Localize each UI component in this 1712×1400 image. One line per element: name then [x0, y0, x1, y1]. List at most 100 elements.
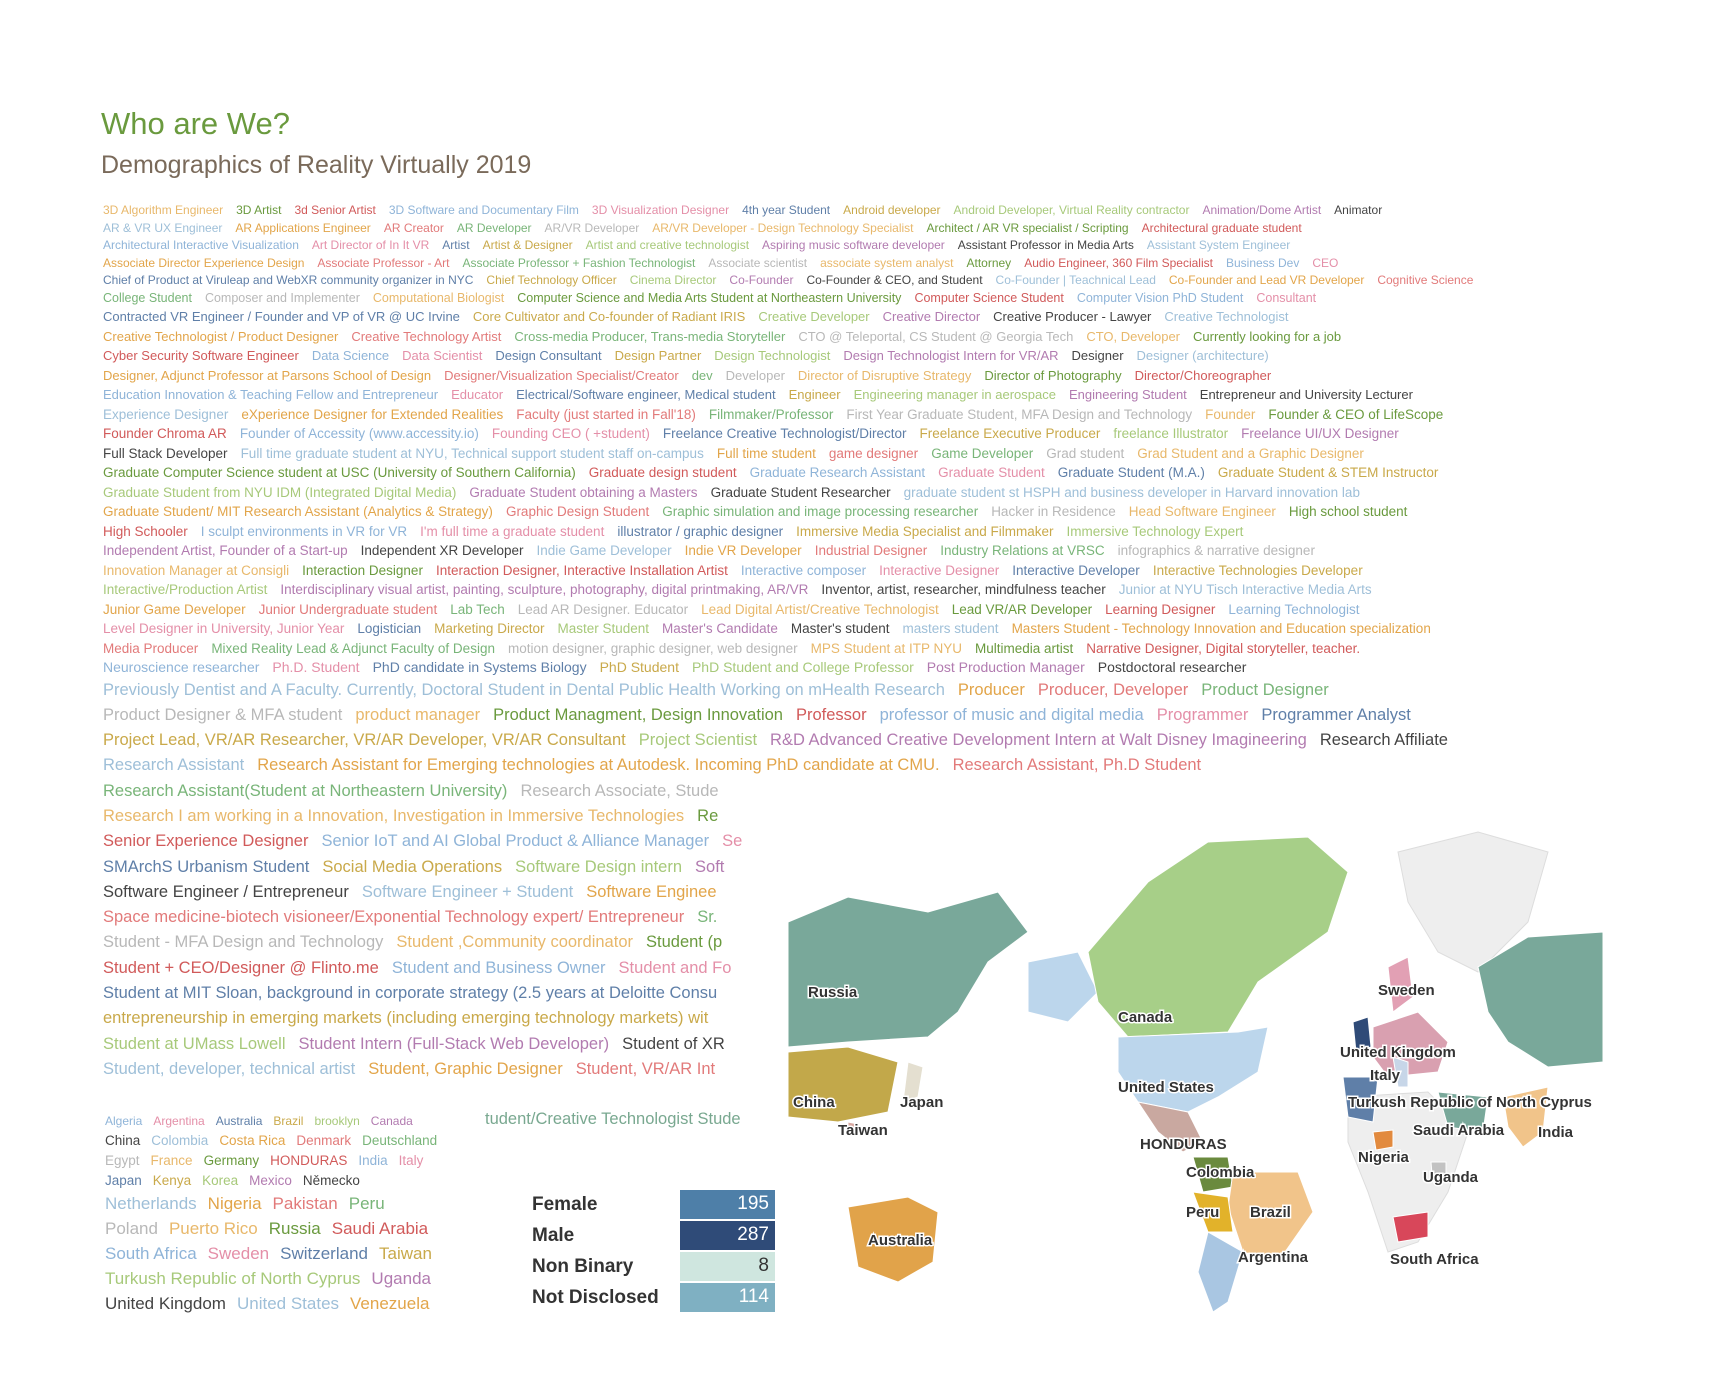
role-label: AR/VR Developer - Design Technology Spec…: [652, 220, 914, 235]
map-country-label: Russia: [808, 984, 858, 1001]
taiwan-shape: [845, 1121, 859, 1138]
gender-category-label: Not Disclosed: [532, 1287, 659, 1308]
peru-shape: [1192, 1191, 1234, 1233]
country-label: Turkush Republic of North Cyprus: [105, 1269, 361, 1288]
role-label: Creative Producer - Lawyer: [993, 309, 1152, 324]
role-label: Assistant System Engineer: [1146, 238, 1291, 252]
role-label: Developer: [725, 367, 785, 383]
country-label: Argentina: [153, 1114, 205, 1128]
role-label: Sr.: [697, 908, 718, 927]
uganda-shape: [1430, 1161, 1447, 1175]
country-label: Australia: [215, 1114, 263, 1128]
role-label: Media Producer: [103, 640, 199, 656]
role-label: Producer: [957, 680, 1025, 699]
gender-category-label: Non Binary: [532, 1256, 634, 1277]
page-title: Who are We?: [101, 106, 290, 141]
role-label: illustrator / graphic designer: [617, 523, 784, 539]
roles-line: College Student Composer and Implementer C…: [103, 290, 1633, 308]
role-label: Indie Game Developer: [536, 543, 672, 558]
role-label: Student Intern (Full-Stack Web Developer…: [298, 1034, 610, 1053]
roles-line: Independent Artist, Founder of a Start-u…: [103, 541, 1633, 561]
role-label: Associate Professor - Art: [317, 255, 450, 270]
role-label: Interaction Designer, Interactive Instal…: [435, 562, 728, 578]
map-country-label: Taiwan: [838, 1122, 888, 1139]
country-label: Russia: [268, 1219, 321, 1238]
role-label: High school student: [1288, 504, 1408, 519]
role-label: motion designer, graphic designer, web d…: [507, 640, 798, 656]
roles-line: 3D Algorithm Engineer 3D Artist 3d Senior …: [103, 202, 1633, 220]
role-label: Independent XR Developer: [360, 543, 524, 558]
role-label: Animator: [1334, 203, 1383, 217]
role-label: Full Stack Developer: [103, 445, 228, 461]
role-label: Freelance Creative Technologist/Director: [662, 426, 907, 441]
role-label: Lab Tech: [450, 601, 505, 617]
roles-word-cloud: 3D Algorithm Engineer 3D Artist 3d Senior …: [103, 202, 1633, 1082]
gender-value: 195: [737, 1193, 769, 1214]
role-label: Neuroscience researcher: [103, 659, 260, 675]
role-label: Cinema Director: [629, 273, 717, 287]
role-label: Cyber Security Software Engineer: [103, 348, 299, 363]
country-label: Brazil: [273, 1114, 304, 1128]
world-map-svg[interactable]: Russia Canada United States HONDURAS Colombi…: [788, 812, 1603, 1322]
role-label: Project Scientist: [638, 731, 758, 750]
map-country-label: South Africa: [1390, 1251, 1479, 1268]
role-label: Grad student: [1046, 445, 1125, 461]
map-country-label: Brazil: [1250, 1204, 1291, 1221]
country-label: South Africa: [105, 1244, 197, 1263]
role-label: MPS Student at ITP NYU: [810, 640, 962, 656]
roles-line: Chief of Product at Viruleap and WebXR c…: [103, 272, 1633, 290]
nigeria-shape: [1372, 1129, 1394, 1151]
role-label: Level Designer in University, Junior Yea…: [103, 621, 345, 636]
role-label: professor of music and digital media: [879, 705, 1144, 724]
role-label: Industry Relations at VRSC: [940, 543, 1105, 558]
role-label: Research Affiliate: [1319, 731, 1448, 750]
role-label: 3D Software and Documentary Film: [388, 203, 579, 217]
role-label: Junior at NYU Tisch Interactive Media Ar…: [1118, 582, 1372, 597]
countries-line: South Africa Sweden Switzerland Taiwan: [105, 1241, 485, 1266]
roles-line: Senior Experience Designer Senior IoT and…: [103, 829, 1633, 854]
role-label: associate system analyst: [820, 255, 954, 270]
world-map[interactable]: Russia Canada United States HONDURAS Colombi…: [788, 812, 1603, 1322]
role-label: Social Media Operations: [322, 857, 503, 876]
role-label: Immersive Media Specialist and Filmmaker: [796, 523, 1054, 539]
role-label: Business Dev: [1225, 255, 1300, 270]
role-label: Artist: [442, 238, 470, 252]
role-label: Software Engineer / Entrepreneur: [103, 882, 349, 901]
role-label: I'm full time a graduate student: [420, 523, 605, 539]
gender-value-cell: 8: [680, 1252, 775, 1281]
map-country-label: Italy: [1370, 1067, 1401, 1084]
role-label: Director/Choreographer: [1134, 367, 1272, 383]
role-label: Postdoctoral researcher: [1097, 659, 1247, 675]
role-label: Indie VR Developer: [684, 543, 802, 558]
gender-row: Female 195: [523, 1190, 775, 1221]
country-label: HONDURAS: [270, 1153, 348, 1168]
role-label: Programmer: [1156, 705, 1249, 724]
country-label: India: [358, 1153, 388, 1168]
roles-line: Media Producer Mixed Reality Lead & Adjun…: [103, 639, 1633, 659]
role-label: Experience Designer: [103, 406, 229, 422]
role-label: Student, Graphic Designer: [368, 1059, 563, 1078]
countries-word-cloud: Algeria Argentina Australia Brazil brooklyn C…: [105, 1112, 485, 1316]
roles-line: Space medicine-biotech visioneer/Exponen…: [103, 905, 1633, 930]
role-label: Interactive Designer: [879, 562, 1000, 578]
roles-line: Innovation Manager at Consigli Interactio…: [103, 561, 1633, 581]
gender-row: Not Disclosed 114: [523, 1283, 775, 1314]
role-label: Logistician: [357, 621, 422, 636]
gender-row: Male 287: [523, 1221, 775, 1252]
role-label: AR & VR UX Engineer: [103, 220, 223, 235]
role-label: CEO: [1312, 255, 1339, 270]
role-label: entrepreneurship in emerging markets (in…: [103, 1009, 709, 1028]
role-label: Art Director of In It VR: [311, 238, 430, 252]
role-label: Computer Science and Media Arts Student …: [517, 290, 902, 305]
role-label: Senior Experience Designer: [103, 832, 309, 851]
role-label: Research Assistant(Student at Northeaste…: [103, 781, 508, 800]
role-label: Architect / AR VR specialist / Scripting: [926, 220, 1129, 235]
roles-line: Contracted VR Engineer / Founder and VP …: [103, 307, 1633, 327]
role-label: AR Creator: [383, 220, 444, 235]
role-label: Associate Professor + Fashion Technologi…: [462, 255, 696, 270]
roles-line: Previously Dentist and A Faculty. Curren…: [103, 678, 1633, 703]
role-label: Design Technologist: [714, 348, 831, 363]
role-label: 3D Artist: [236, 203, 282, 217]
role-label: Project Lead, VR/AR Researcher, VR/AR De…: [103, 731, 626, 750]
role-label: Interdisciplinary visual artist, paintin…: [280, 582, 809, 597]
